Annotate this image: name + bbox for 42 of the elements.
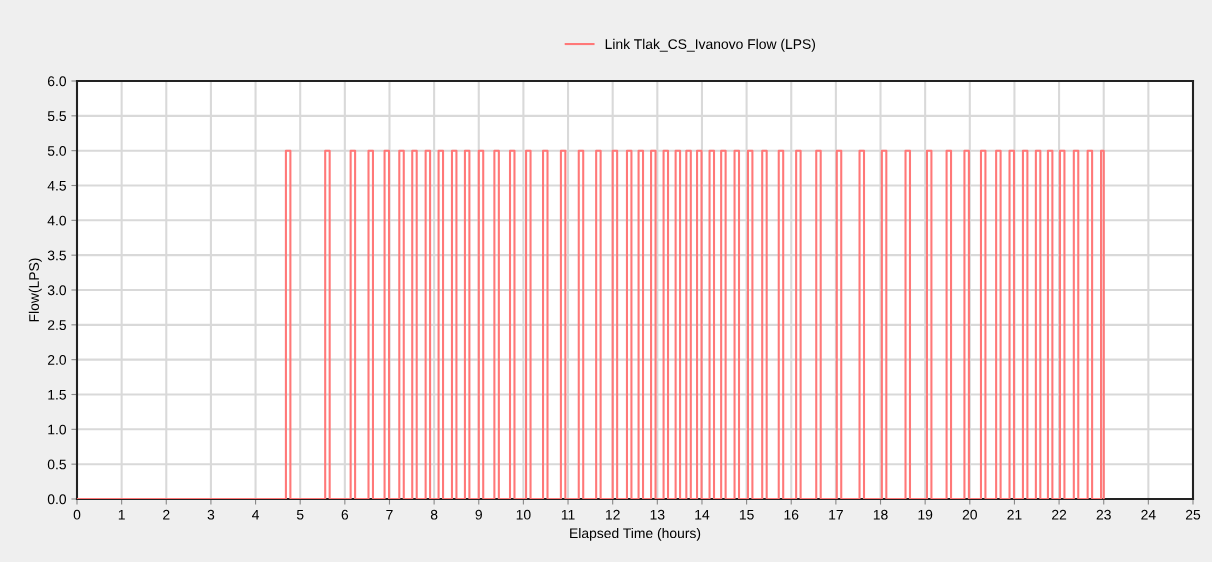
x-tick-label: 10 — [516, 509, 531, 520]
x-tick-label: 23 — [1096, 509, 1111, 520]
x-tick-label: 17 — [829, 509, 843, 520]
x-tick-label: 7 — [386, 509, 393, 520]
x-tick-label: 18 — [873, 509, 888, 520]
x-tick-label: 3 — [207, 509, 215, 520]
y-tick-label: 2.0 — [47, 355, 67, 365]
y-tick-label: 1.0 — [48, 424, 67, 435]
x-tick-label: 25 — [1185, 509, 1201, 520]
y-tick-label: 4.5 — [47, 180, 66, 191]
x-axis-title: Elapsed Time (hours) — [570, 527, 701, 541]
x-tick-label: 11 — [561, 509, 575, 520]
y-tick-label: 3.5 — [47, 250, 66, 261]
x-tick-label: 8 — [430, 509, 438, 520]
y-tick-label: 3.0 — [47, 285, 67, 296]
x-tick-label: 24 — [1141, 509, 1156, 520]
x-tick-label: 1 — [118, 509, 125, 520]
x-tick-label: 20 — [962, 509, 977, 520]
legend-label: Link Tlak_CS_Ivanovo Flow (LPS) — [605, 38, 816, 52]
y-axis-title: Flow(LPS) — [28, 258, 42, 322]
x-tick-label: 15 — [739, 509, 754, 520]
y-tick-label: 0.5 — [47, 459, 66, 470]
y-tick-label: 5.0 — [47, 146, 67, 156]
x-tick-label: 19 — [918, 509, 933, 520]
y-tick-label: 6.0 — [47, 76, 67, 87]
x-tick-label: 9 — [475, 509, 482, 520]
x-tick-label: 4 — [252, 509, 260, 520]
x-tick-label: 2 — [163, 509, 170, 520]
x-tick-label: 16 — [784, 509, 799, 520]
y-tick-label: 4.0 — [47, 215, 67, 226]
x-tick-label: 5 — [296, 509, 304, 520]
y-tick-label: 1.5 — [48, 389, 66, 400]
x-tick-label: 6 — [341, 509, 349, 520]
x-tick-label: 12 — [606, 509, 620, 520]
x-tick-label: 22 — [1052, 509, 1067, 520]
x-tick-label: 21 — [1007, 509, 1022, 520]
y-tick-label: 5.5 — [47, 111, 66, 121]
x-tick-label: 0 — [73, 509, 81, 520]
x-tick-label: 14 — [695, 509, 710, 520]
x-tick-label: 13 — [650, 509, 665, 520]
y-tick-label: 2.5 — [47, 320, 66, 330]
y-tick-label: 0.0 — [47, 494, 67, 505]
